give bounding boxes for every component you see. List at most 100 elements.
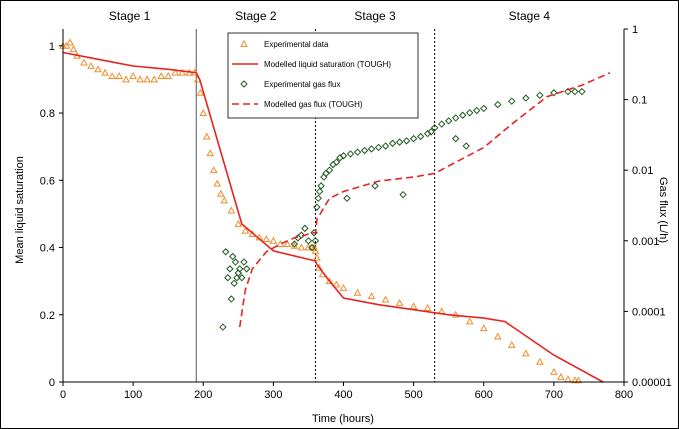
stage-label-3: Stage 3 (354, 9, 396, 23)
data-point-triangle (157, 72, 166, 79)
data-point-triangle (164, 72, 173, 79)
data-point-triangle (339, 283, 348, 291)
data-point-diamond (343, 194, 351, 203)
data-point-diamond (437, 120, 446, 128)
y-tick-label: 0.2 (40, 310, 55, 322)
data-point-triangle (493, 332, 502, 340)
axis-layer: 0 100 200 300 400 500 600 700 800 0 0.2 0.4 0.6 0.8 1 0… (40, 24, 672, 401)
data-point-triangle (367, 292, 376, 300)
y-tick-label: 1 (49, 41, 55, 53)
data-point-triangle (220, 196, 229, 204)
series-2 (62, 51, 604, 383)
data-point-triangle (283, 240, 292, 248)
data-point-diamond (462, 142, 470, 150)
data-point-triangle (213, 179, 222, 187)
data-point-diamond (238, 274, 246, 282)
data-point-diamond (311, 237, 320, 245)
data-point-diamond (230, 279, 238, 288)
data-point-diamond (226, 265, 234, 273)
data-point-diamond (459, 111, 467, 119)
stage-label-4: Stage 4 (509, 9, 551, 23)
data-point-triangle (269, 236, 278, 244)
data-point-triangle (313, 253, 321, 261)
data-point-diamond (550, 89, 558, 97)
data-point-triangle (196, 88, 205, 96)
y2-tick-label: 0.01 (632, 165, 653, 177)
x-axis-title: Time (hours) (312, 413, 374, 425)
data-point-diamond (236, 265, 244, 273)
data-point-triangle (353, 288, 362, 296)
data-point-triangle (536, 357, 544, 365)
data-point-diamond (325, 166, 334, 174)
data-point-diamond (564, 87, 572, 96)
data-point-diamond (322, 169, 330, 178)
data-point-triangle (395, 298, 404, 306)
data-point-triangle (311, 246, 320, 254)
data-point-diamond (402, 137, 411, 145)
data-point-diamond (578, 87, 586, 96)
data-point-diamond (494, 100, 502, 109)
data-point-diamond (473, 106, 481, 115)
data-point-triangle (227, 206, 236, 214)
data-point-triangle (150, 75, 159, 83)
data-point-diamond (346, 150, 355, 158)
data-point-triangle (202, 132, 211, 140)
data-point-triangle (451, 310, 460, 318)
data-point-diamond (314, 194, 322, 203)
x-tick-label: 800 (615, 389, 633, 401)
y2-axis-title: Gas flux (L/h) (657, 177, 669, 243)
data-point-triangle (325, 277, 334, 285)
data-point-triangle (550, 367, 558, 375)
data-point-diamond (522, 94, 530, 102)
data-point-diamond (371, 182, 379, 190)
data-point-diamond (508, 97, 516, 105)
x-tick-label: 300 (264, 389, 282, 401)
data-point-triangle (216, 189, 225, 197)
data-point-diamond (409, 134, 418, 143)
data-point-diamond (339, 152, 348, 160)
data-point-triangle (241, 226, 250, 234)
data-point-triangle (465, 317, 474, 325)
data-point-diamond (451, 134, 460, 143)
data-point-diamond (332, 158, 341, 166)
x-tick-label: 500 (404, 389, 422, 401)
data-point-triangle (178, 68, 187, 76)
data-point-diamond (388, 139, 397, 148)
x-tick-label: 100 (124, 389, 142, 401)
data-point-triangle (507, 340, 516, 348)
legend-swatch-diamond (240, 80, 248, 88)
data-point-diamond (444, 117, 453, 125)
data-point-diamond (466, 109, 474, 117)
data-point-diamond (374, 143, 383, 152)
data-point-diamond (430, 123, 439, 132)
data-point-triangle (108, 72, 116, 79)
stage-label-1: Stage 1 (109, 9, 151, 23)
legend-swatch-triangle (240, 39, 248, 47)
data-point-triangle (69, 45, 78, 53)
x-tick-label: 700 (545, 389, 563, 401)
data-point-diamond (427, 128, 435, 136)
data-point-triangle (479, 324, 488, 332)
data-point-diamond (353, 148, 362, 156)
data-point-diamond (381, 142, 390, 150)
data-point-diamond (313, 203, 321, 211)
data-point-triangle (80, 58, 88, 66)
data-point-triangle (115, 72, 123, 79)
y-tick-label: 0.6 (40, 175, 55, 187)
data-point-diamond (536, 91, 544, 100)
series-line (62, 51, 604, 383)
data-point-diamond (228, 252, 237, 261)
y2-tick-label: 0.1 (632, 95, 647, 107)
data-point-diamond (243, 265, 251, 273)
x-tick-label: 600 (475, 389, 493, 401)
legend-label: Experimental gas flux (264, 80, 340, 89)
data-point-diamond (480, 104, 488, 113)
data-point-triangle (521, 349, 530, 357)
data-point-diamond (317, 182, 325, 190)
data-point-triangle (297, 243, 306, 251)
x-tick-label: 400 (334, 389, 352, 401)
series-1 (59, 38, 583, 384)
legend-label: Experimental data (264, 40, 329, 49)
data-point-triangle (101, 68, 109, 76)
